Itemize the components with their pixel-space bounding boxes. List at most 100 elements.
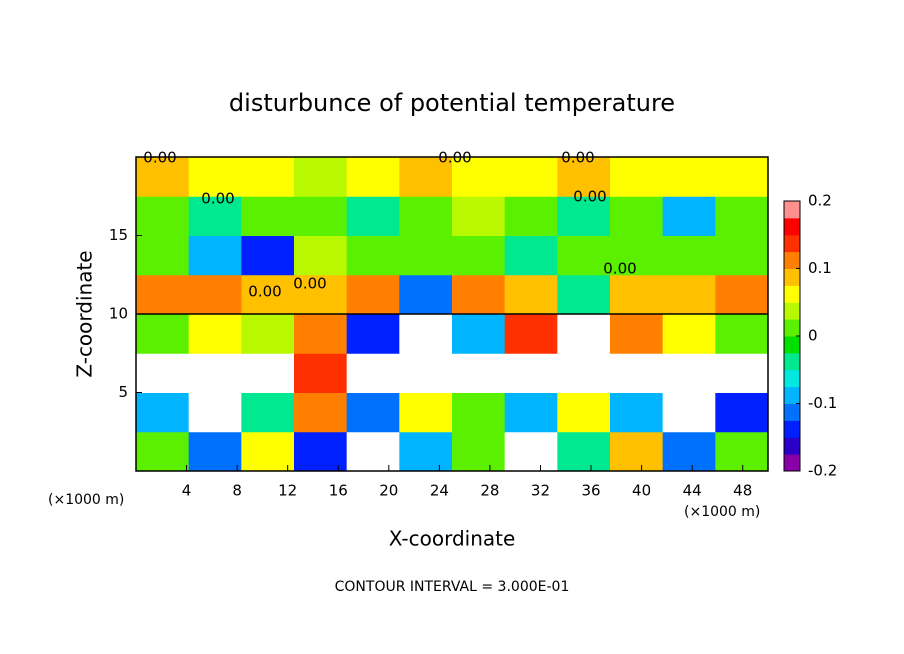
- field-cell: [136, 353, 190, 393]
- contour-label: 0.00: [293, 275, 326, 293]
- field-cell: [294, 274, 348, 315]
- field-cell: [452, 353, 506, 393]
- field-cell: [610, 157, 664, 197]
- field-cell: [241, 274, 295, 315]
- x-tick-label: 4: [182, 482, 192, 500]
- field-cell: [557, 392, 611, 433]
- field-cell: [294, 157, 348, 197]
- colorbar-swatch: [784, 369, 800, 388]
- y-tick-label: 15: [109, 226, 128, 244]
- field-cell: [452, 196, 506, 236]
- field-cell: [504, 353, 558, 393]
- x-tick-label: 12: [278, 482, 297, 500]
- field-cell: [294, 431, 348, 472]
- field-cell: [504, 431, 558, 472]
- colorbar-swatch: [784, 302, 800, 320]
- contour-label: 0.00: [201, 190, 234, 208]
- field-cell: [662, 196, 716, 236]
- field-cell: [188, 314, 242, 354]
- contour-label: 0.00: [573, 188, 606, 206]
- field-cell: [136, 196, 190, 236]
- field-cell: [241, 196, 295, 236]
- field-cell: [188, 274, 242, 315]
- field-cell: [610, 314, 664, 354]
- field-cell: [662, 314, 716, 354]
- field-cell: [557, 353, 611, 393]
- field-cell: [241, 353, 295, 393]
- x-tick-label: 28: [480, 482, 499, 500]
- field-cell: [241, 235, 295, 276]
- field-cell: [136, 431, 190, 472]
- x-tick-label: 8: [232, 482, 242, 500]
- field-cell: [188, 431, 242, 472]
- field-cell: [610, 274, 664, 315]
- field-cell: [452, 392, 506, 433]
- field-cell: [136, 157, 190, 197]
- x-tick-label: 24: [430, 482, 449, 500]
- y-unit-label: (×1000 m): [684, 504, 760, 520]
- colorbar-swatch: [784, 201, 800, 219]
- field-cell: [557, 314, 611, 354]
- field-cell: [241, 314, 295, 354]
- field-cell: [294, 196, 348, 236]
- field-cell: [346, 392, 400, 433]
- field-cell: [662, 157, 716, 197]
- field-cell: [346, 274, 400, 315]
- field-cell: [504, 235, 558, 276]
- y-tick-label: 10: [109, 305, 128, 323]
- field-cell: [452, 431, 506, 472]
- field-cell: [504, 314, 558, 354]
- field-cell: [346, 196, 400, 236]
- colorbar-swatch: [784, 319, 800, 337]
- y-axis-label: Z-coordinate: [73, 250, 97, 377]
- colorbar-swatch: [784, 352, 800, 371]
- field-cell: [188, 157, 242, 197]
- field-cell: [715, 196, 769, 236]
- field-cell: [241, 157, 295, 197]
- field-cell: [504, 392, 558, 433]
- field-cell: [662, 392, 716, 433]
- colorbar-tick-label: -0.2: [808, 462, 837, 480]
- contour-label: 0.00: [603, 260, 636, 278]
- field-cell: [294, 314, 348, 354]
- field-cell: [188, 235, 242, 276]
- field-cell: [557, 157, 611, 197]
- colorbar-tick-label: -0.1: [808, 394, 837, 412]
- field-cell: [662, 235, 716, 276]
- x-tick-label: 36: [581, 482, 600, 500]
- field-cell: [136, 235, 190, 276]
- colorbar-swatch: [784, 420, 800, 438]
- colorbar-swatch: [784, 251, 800, 269]
- field-cell: [662, 274, 716, 315]
- field-cell: [452, 274, 506, 315]
- x-tick-label: 20: [379, 482, 398, 500]
- field-cell: [399, 196, 453, 236]
- field-cell: [399, 314, 453, 354]
- y-tick-label: 5: [118, 383, 128, 401]
- field-cell: [294, 235, 348, 276]
- x-tick-label: 48: [733, 482, 752, 500]
- field-cell: [346, 431, 400, 472]
- field-cell: [399, 431, 453, 472]
- field-cell: [399, 157, 453, 197]
- field-cell: [188, 353, 242, 393]
- x-tick-label: 16: [329, 482, 348, 500]
- x-tick-label: 44: [683, 482, 702, 500]
- colorbar-swatch: [784, 386, 800, 404]
- field-cell: [452, 314, 506, 354]
- field-cell: [136, 314, 190, 354]
- field-cell: [452, 235, 506, 276]
- field-cell: [715, 314, 769, 354]
- colorbar-swatch: [784, 454, 800, 472]
- field-cell: [294, 353, 348, 393]
- field-cell: [557, 274, 611, 315]
- x-tick-label: 32: [531, 482, 550, 500]
- field-cell: [662, 353, 716, 393]
- colorbar-swatch: [784, 234, 800, 253]
- field-cell: [346, 314, 400, 354]
- colorbar-swatch: [784, 285, 800, 303]
- field-cell: [715, 274, 769, 315]
- field-cell: [662, 431, 716, 472]
- colorbar-tick-label: 0: [808, 327, 818, 345]
